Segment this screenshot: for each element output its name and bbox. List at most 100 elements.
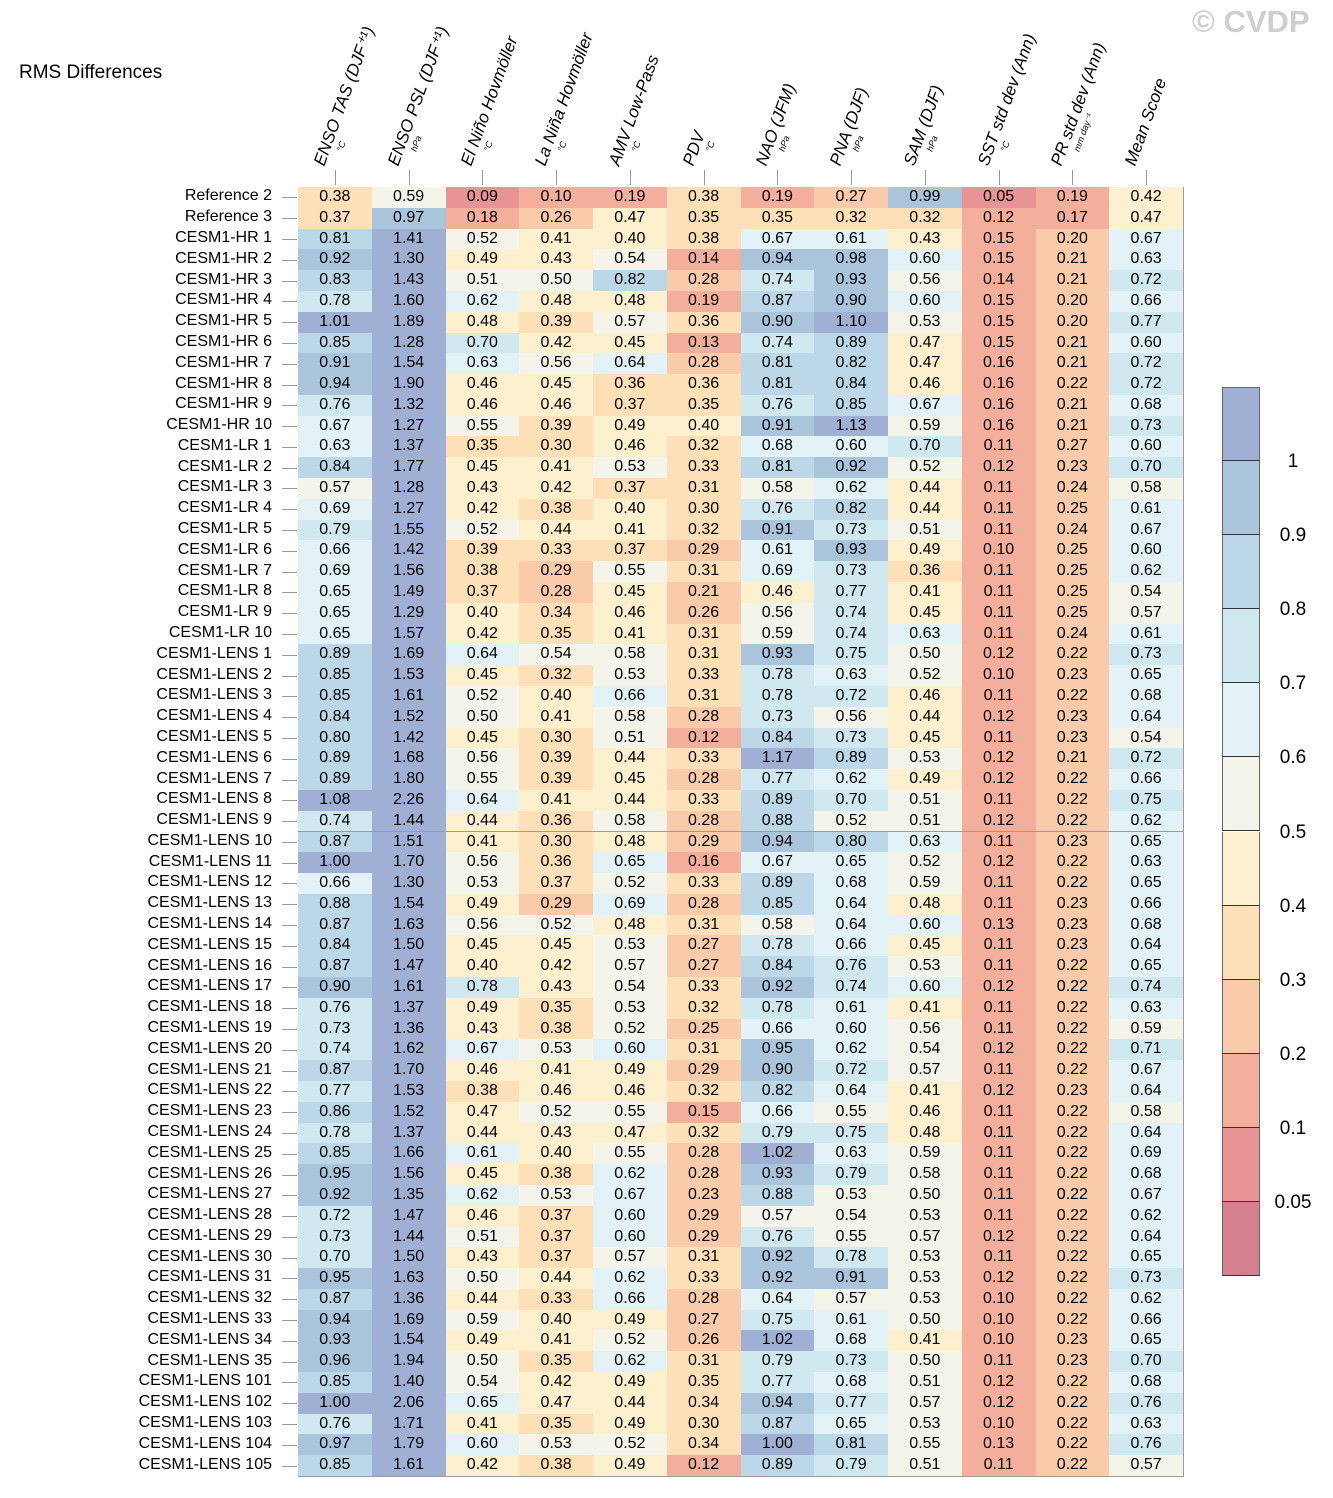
heatmap-cell: 0.67 (1109, 1184, 1184, 1207)
heatmap-cell: 0.67 (740, 228, 816, 251)
heatmap-cell: 0.95 (740, 1039, 816, 1062)
heatmap-cell: 0.44 (519, 519, 594, 542)
heatmap-cell: 0.89 (298, 748, 373, 771)
heatmap-cell: 0.22 (1035, 1392, 1111, 1415)
heatmap-cell: 1.44 (371, 810, 447, 833)
heatmap-cell: 0.43 (445, 478, 521, 500)
row-label: CESM1-LENS 33 (147, 1310, 273, 1328)
heatmap-cell: 0.64 (1109, 706, 1184, 729)
heatmap-cell: 0.44 (593, 748, 668, 771)
heatmap-cell: 0.77 (814, 582, 889, 604)
row-tick (282, 1361, 297, 1363)
heatmap-cell: 0.11 (961, 602, 1037, 625)
heatmap-cell: 0.29 (666, 540, 742, 563)
heatmap-cell: 0.44 (888, 498, 963, 521)
heatmap-cell: 0.23 (1035, 935, 1111, 958)
heatmap-cell: 0.98 (814, 249, 889, 272)
heatmap-cell: 0.94 (298, 1309, 373, 1332)
heatmap-cell: 0.21 (1035, 415, 1111, 438)
heatmap-cell: 0.54 (593, 249, 668, 272)
heatmap-cell: 0.72 (814, 1060, 889, 1082)
heatmap-cell: 0.22 (1035, 1039, 1111, 1062)
heatmap-cell: 0.74 (1109, 977, 1184, 999)
heatmap-cell: 0.82 (740, 1080, 816, 1103)
heatmap-cell: 0.52 (593, 1330, 668, 1353)
heatmap-cell: 0.24 (1035, 478, 1111, 500)
heatmap-cell: 0.55 (593, 1143, 668, 1166)
heatmap-cell: 0.25 (1035, 582, 1111, 604)
heatmap-cell: 0.40 (445, 602, 521, 625)
heatmap-cell: 0.67 (445, 1039, 521, 1062)
heatmap-cell: 0.53 (888, 311, 963, 334)
heatmap-cell: 0.45 (519, 374, 594, 396)
heatmap-cell: 0.32 (888, 207, 963, 230)
heatmap-cell: 1.56 (371, 1164, 447, 1186)
heatmap-cell: 0.80 (814, 831, 889, 854)
heatmap-cell: 0.15 (961, 290, 1037, 313)
heatmap-cell: 0.56 (888, 270, 963, 292)
heatmap-cell: 0.66 (1109, 893, 1184, 916)
row-label: CESM1-LENS 7 (156, 769, 272, 787)
heatmap-cell: 0.93 (740, 1164, 816, 1186)
row-label: CESM1-LENS 105 (138, 1455, 272, 1473)
row-tick (282, 966, 297, 968)
column-header: NAO (JFM) hPa (752, 81, 809, 171)
heatmap-cell: 0.37 (445, 582, 521, 604)
heatmap-cell: 0.16 (961, 353, 1037, 376)
row-tick (282, 1132, 297, 1134)
heatmap-cell: 0.70 (1109, 1351, 1184, 1374)
row-tick (282, 779, 297, 781)
heatmap-cell: 0.45 (593, 332, 668, 355)
heatmap-cell: 1.94 (371, 1351, 447, 1374)
heatmap-cell: 0.53 (593, 457, 668, 480)
heatmap-cell: 0.23 (1035, 893, 1111, 916)
heatmap-cell: 0.11 (961, 519, 1037, 542)
heatmap-cell: 1.63 (371, 914, 447, 937)
row-label: CESM1-LENS 102 (138, 1393, 272, 1411)
heatmap-cell: 0.29 (519, 893, 594, 916)
heatmap-cell: 0.30 (519, 727, 594, 750)
heatmap-cell: 0.48 (593, 831, 668, 854)
heatmap-cell: 0.17 (1035, 207, 1111, 230)
colorbar-swatch (1222, 1201, 1260, 1276)
heatmap-cell: 0.84 (298, 457, 373, 480)
heatmap-cell: 0.61 (1109, 498, 1184, 521)
heatmap-cell: 0.87 (298, 1060, 373, 1082)
heatmap-cell: 0.57 (593, 311, 668, 334)
heatmap-cell: 0.58 (1109, 1101, 1184, 1124)
heatmap-cell: 1.27 (371, 415, 447, 438)
heatmap-cell: 0.41 (519, 228, 594, 251)
row-label: CESM1-LR 1 (177, 436, 272, 454)
heatmap-cell: 0.29 (666, 1205, 742, 1228)
heatmap-cell: 0.42 (519, 1372, 594, 1394)
heatmap-cell: 0.05 (961, 187, 1037, 209)
heatmap-cell: 0.62 (814, 478, 889, 500)
heatmap-cell: 0.25 (1035, 498, 1111, 521)
heatmap-cell: 0.57 (740, 1205, 816, 1228)
heatmap-cell: 0.62 (1109, 561, 1184, 583)
heatmap-cell: 0.43 (445, 1018, 521, 1041)
heatmap-cell: 0.41 (445, 831, 521, 854)
colorbar-tick-label: 0.1 (1279, 1117, 1307, 1139)
heatmap-cell: 0.44 (519, 1268, 594, 1290)
heatmap-cell: 0.46 (593, 436, 668, 459)
heatmap-cell: 0.69 (593, 893, 668, 916)
heatmap-cell: 0.24 (1035, 519, 1111, 542)
row-label: CESM1-LENS 13 (147, 894, 273, 912)
heatmap-cell: 0.38 (445, 1080, 521, 1103)
heatmap-cell: 0.56 (519, 353, 594, 376)
heatmap-cell: 0.78 (740, 935, 816, 958)
heatmap-cell: 0.36 (888, 561, 963, 583)
heatmap-cell: 0.52 (593, 873, 668, 895)
heatmap-cell: 0.45 (519, 935, 594, 958)
heatmap-cell: 0.22 (1035, 1164, 1111, 1186)
heatmap-cell: 0.49 (593, 1060, 668, 1082)
row-label: CESM1-HR 1 (175, 228, 272, 246)
column-tick (1146, 170, 1148, 185)
heatmap-cell: 0.11 (961, 1455, 1037, 1477)
heatmap-cell: 0.52 (814, 810, 889, 833)
colorbar-tick-label: 0.6 (1279, 747, 1307, 769)
heatmap-cell: 0.27 (666, 956, 742, 979)
heatmap-cell: 0.52 (888, 852, 963, 875)
heatmap-cell: 0.33 (666, 977, 742, 999)
